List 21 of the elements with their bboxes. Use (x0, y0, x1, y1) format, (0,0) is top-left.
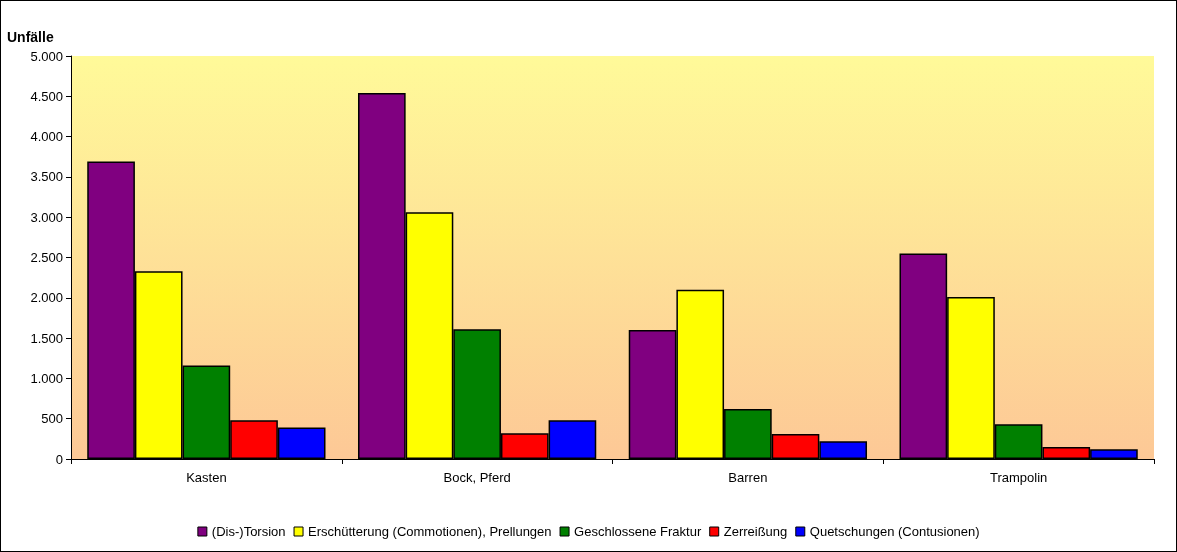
y-axis-title: Unfälle (7, 29, 54, 45)
y-tick-label: 0 (55, 451, 63, 467)
x-tick-label: Barren (728, 470, 768, 485)
y-tick-label: 1.000 (30, 370, 63, 386)
y-tick-label: 3.000 (30, 209, 63, 225)
y-tick-label: 2.000 (30, 290, 63, 306)
x-tick-label: Trampolin (989, 470, 1048, 485)
legend-label: (Dis-)Torsion (211, 524, 286, 539)
y-tick-label: 4.000 (30, 129, 63, 145)
y-tick-label: 1.500 (30, 330, 63, 346)
legend-label: Geschlossene Fraktur (574, 524, 702, 539)
x-tick-label: Bock, Pferd (443, 470, 511, 485)
y-tick-label: 500 (41, 411, 63, 427)
x-tick-label: Kasten (186, 470, 227, 485)
y-tick-label: 5.000 (30, 48, 63, 64)
y-tick-label: 3.500 (30, 169, 63, 185)
y-tick-label: 2.500 (30, 250, 63, 265)
legend-label: Zerreißung (723, 524, 788, 539)
y-tick-label: 4.500 (30, 88, 63, 104)
legend-label: Erschütterung (Commotionen), Prellungen (308, 524, 552, 539)
legend-label: Quetschungen (Contusionen) (809, 524, 980, 539)
